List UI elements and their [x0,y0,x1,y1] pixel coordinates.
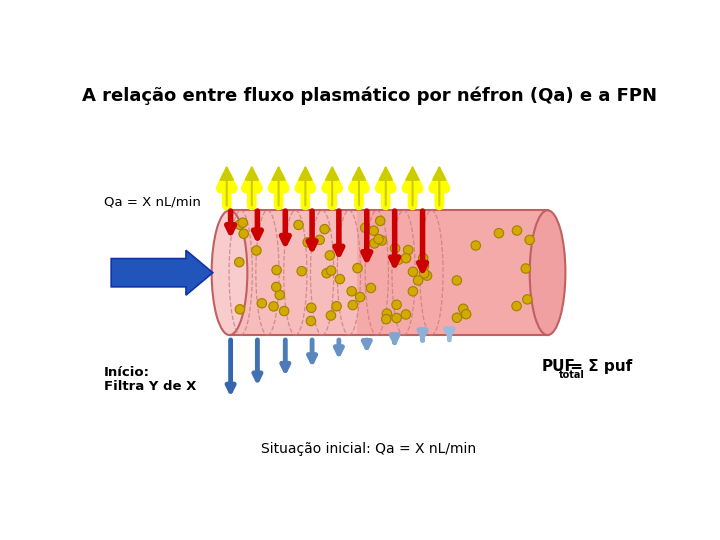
Ellipse shape [306,316,315,326]
Ellipse shape [326,266,336,275]
Bar [230,211,548,335]
Text: Início:: Início: [104,366,150,379]
Ellipse shape [366,284,376,293]
Ellipse shape [271,282,281,292]
Ellipse shape [401,253,411,263]
Ellipse shape [325,251,335,260]
Ellipse shape [471,241,480,250]
Ellipse shape [269,302,279,311]
Ellipse shape [238,218,248,227]
Ellipse shape [418,253,428,263]
Ellipse shape [401,310,410,319]
Ellipse shape [322,268,331,278]
Ellipse shape [530,210,565,335]
Ellipse shape [303,238,312,247]
Ellipse shape [279,306,289,316]
Ellipse shape [307,303,316,313]
Ellipse shape [494,228,504,238]
Ellipse shape [315,235,325,245]
Ellipse shape [326,311,336,320]
Ellipse shape [361,223,370,233]
Ellipse shape [332,301,341,311]
Ellipse shape [462,309,471,319]
Text: PUF: PUF [542,359,576,374]
Ellipse shape [347,287,356,296]
Ellipse shape [257,299,266,308]
Ellipse shape [413,276,423,285]
Ellipse shape [252,246,261,255]
Ellipse shape [239,229,248,239]
Ellipse shape [382,314,391,324]
Ellipse shape [212,210,248,335]
Ellipse shape [521,264,531,273]
Ellipse shape [272,265,282,275]
Ellipse shape [403,245,413,255]
Ellipse shape [356,292,365,302]
Ellipse shape [394,255,403,264]
Ellipse shape [377,236,387,245]
Ellipse shape [353,264,362,273]
Ellipse shape [512,226,522,235]
Ellipse shape [235,258,244,267]
Bar [230,211,356,335]
Ellipse shape [523,295,532,304]
Ellipse shape [294,220,303,230]
Ellipse shape [335,274,345,284]
Ellipse shape [408,287,418,296]
Ellipse shape [419,261,428,271]
Ellipse shape [423,271,432,280]
Text: Qa = X nL/min: Qa = X nL/min [104,195,201,208]
Ellipse shape [297,266,307,276]
Text: total: total [559,369,585,380]
Ellipse shape [459,304,468,314]
Ellipse shape [275,290,284,300]
Ellipse shape [369,226,379,235]
Ellipse shape [525,235,534,245]
Ellipse shape [420,268,429,278]
Ellipse shape [235,220,244,229]
Ellipse shape [392,300,401,309]
Ellipse shape [235,305,245,314]
Ellipse shape [390,244,400,253]
Ellipse shape [452,313,462,322]
Ellipse shape [408,267,418,276]
Ellipse shape [452,276,462,285]
Text: A relação entre fluxo plasmático por néfron (Qa) e a FPN: A relação entre fluxo plasmático por néf… [81,87,657,105]
Ellipse shape [382,309,392,318]
Ellipse shape [512,301,521,311]
Text: Situação inicial: Qa = X nL/min: Situação inicial: Qa = X nL/min [261,442,477,456]
Ellipse shape [320,225,329,234]
Ellipse shape [374,234,383,244]
Ellipse shape [348,300,358,310]
Text: Filtra Y de X: Filtra Y de X [104,380,197,393]
Ellipse shape [392,313,401,323]
Text: = Σ puf: = Σ puf [565,359,633,374]
Ellipse shape [376,216,385,226]
Ellipse shape [369,239,379,248]
FancyArrow shape [111,250,213,295]
